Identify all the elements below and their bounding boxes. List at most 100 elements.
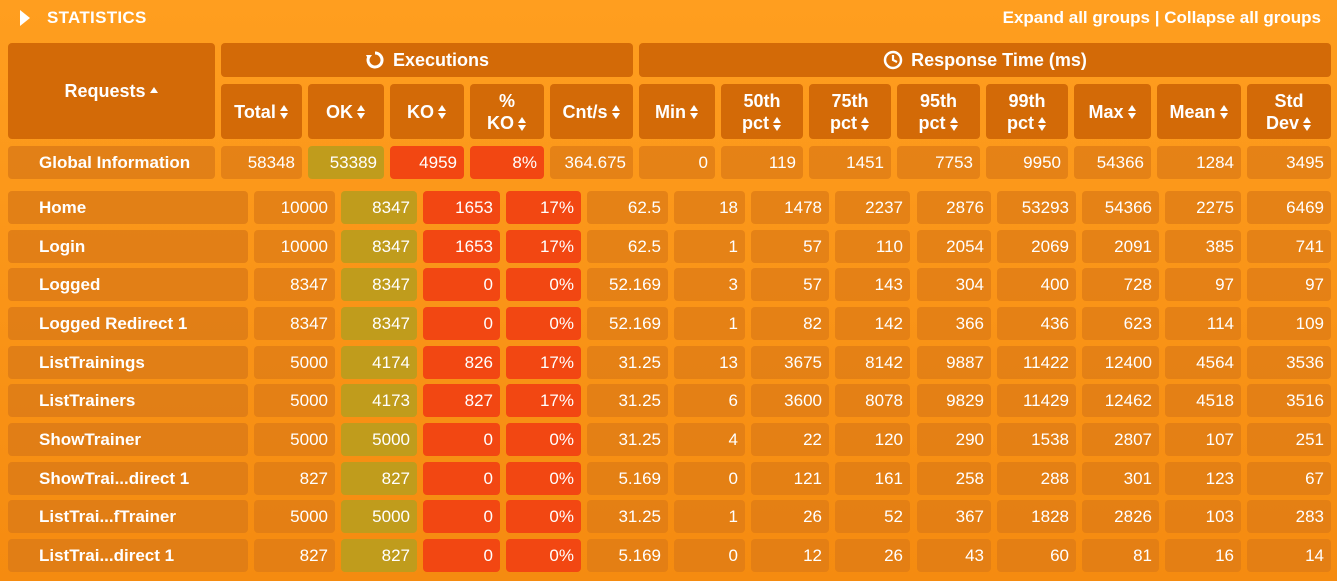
sort-icon <box>861 116 870 131</box>
max-value: 2091 <box>1082 230 1159 263</box>
min-header-label: Min <box>655 101 686 122</box>
mean-value: 107 <box>1165 423 1241 456</box>
p95-value: 43 <box>917 539 991 572</box>
p95-value: 7753 <box>897 146 980 179</box>
total-value: 827 <box>254 462 335 495</box>
std-dev-value: 67 <box>1247 462 1331 495</box>
std-dev-value: 251 <box>1247 423 1331 456</box>
total-value: 5000 <box>254 384 335 417</box>
std-dev-value: 97 <box>1247 268 1331 301</box>
min-value: 0 <box>639 146 715 179</box>
ko-percent-value: 8% <box>470 146 544 179</box>
p75-header-line1: 75th <box>831 90 869 111</box>
min-column-header[interactable]: Min <box>639 84 715 139</box>
p75-value: 2237 <box>835 191 910 224</box>
ok-value: 827 <box>341 462 417 495</box>
std-dev-column-header[interactable]: Std Dev <box>1247 84 1331 139</box>
sort-icon <box>1127 104 1137 119</box>
collapse-arrow-icon[interactable] <box>20 10 30 26</box>
p75-header-line2: pct <box>830 112 857 133</box>
p50-header-line2: pct <box>742 112 769 133</box>
collapse-all-groups-link[interactable]: Collapse all groups <box>1164 8 1321 27</box>
p99-column-header[interactable]: 99th pct <box>986 84 1068 139</box>
std-header-line1: Std <box>1274 90 1304 111</box>
min-value: 13 <box>674 346 745 379</box>
p99-value: 400 <box>997 268 1076 301</box>
p99-value: 288 <box>997 462 1076 495</box>
min-value: 1 <box>674 230 745 263</box>
ko-percent-value: 0% <box>506 423 581 456</box>
sort-icon <box>1219 104 1229 119</box>
ko-value: 0 <box>423 423 500 456</box>
sort-ascending-icon <box>149 87 159 95</box>
p50-value: 3600 <box>751 384 829 417</box>
request-name[interactable]: ListTrai...direct 1 <box>8 539 248 572</box>
p75-value: 52 <box>835 500 910 533</box>
ok-header-label: OK <box>326 101 353 122</box>
min-value: 0 <box>674 462 745 495</box>
p75-value: 110 <box>835 230 910 263</box>
ko-value: 0 <box>423 462 500 495</box>
std-header-line2: Dev <box>1265 112 1300 133</box>
total-value: 5000 <box>254 423 335 456</box>
ko-value: 826 <box>423 346 500 379</box>
sort-icon <box>1038 116 1047 131</box>
p99-value: 11422 <box>997 346 1076 379</box>
request-name[interactable]: Global Information <box>8 146 215 179</box>
requests-column-header[interactable]: Requests <box>8 43 215 139</box>
p95-value: 366 <box>917 307 991 340</box>
executions-group-header: Executions <box>221 43 633 77</box>
ko-column-header[interactable]: KO <box>390 84 464 139</box>
ok-value: 8347 <box>341 307 417 340</box>
p99-value: 11429 <box>997 384 1076 417</box>
ko-header-label: KO <box>407 101 434 122</box>
request-name[interactable]: Login <box>8 230 248 263</box>
sort-icon <box>1303 116 1312 131</box>
max-column-header[interactable]: Max <box>1074 84 1151 139</box>
sort-icon <box>518 116 527 131</box>
mean-value: 385 <box>1165 230 1241 263</box>
std-dev-value: 6469 <box>1247 191 1331 224</box>
ko-percent-header-line2: KO <box>487 112 514 133</box>
cnt-per-second-value: 364.675 <box>550 146 633 179</box>
request-name[interactable]: Logged Redirect 1 <box>8 307 248 340</box>
requests-header-label: Requests <box>64 81 146 101</box>
request-name[interactable]: ListTrainers <box>8 384 248 417</box>
std-dev-value: 283 <box>1247 500 1331 533</box>
ok-column-header[interactable]: OK <box>308 84 384 139</box>
p99-value: 53293 <box>997 191 1076 224</box>
p50-column-header[interactable]: 50th pct <box>721 84 803 139</box>
mean-column-header[interactable]: Mean <box>1157 84 1241 139</box>
ko-value: 4959 <box>390 146 464 179</box>
cnt-per-second-value: 52.169 <box>587 307 668 340</box>
ko-percent-value: 0% <box>506 462 581 495</box>
p95-header-line1: 95th <box>919 90 957 111</box>
request-name[interactable]: ListTrainings <box>8 346 248 379</box>
request-name[interactable]: ShowTrainer <box>8 423 248 456</box>
total-value: 58348 <box>221 146 302 179</box>
cnt-per-second-column-header[interactable]: Cnt/s <box>550 84 633 139</box>
p50-value: 12 <box>751 539 829 572</box>
max-value: 12462 <box>1082 384 1159 417</box>
std-dev-value: 3495 <box>1247 146 1331 179</box>
mean-value: 2275 <box>1165 191 1241 224</box>
min-value: 3 <box>674 268 745 301</box>
total-column-header[interactable]: Total <box>221 84 302 139</box>
max-value: 12400 <box>1082 346 1159 379</box>
max-value: 728 <box>1082 268 1159 301</box>
request-name[interactable]: Logged <box>8 268 248 301</box>
total-header-label: Total <box>234 101 276 122</box>
p95-value: 9829 <box>917 384 991 417</box>
ko-value: 0 <box>423 539 500 572</box>
p95-value: 258 <box>917 462 991 495</box>
request-name[interactable]: Home <box>8 191 248 224</box>
p75-column-header[interactable]: 75th pct <box>809 84 891 139</box>
request-name[interactable]: ShowTrai...direct 1 <box>8 462 248 495</box>
request-name[interactable]: ListTrai...fTrainer <box>8 500 248 533</box>
p95-value: 367 <box>917 500 991 533</box>
expand-all-groups-link[interactable]: Expand all groups <box>1002 8 1150 27</box>
ko-percent-column-header[interactable]: % KO <box>470 84 544 139</box>
p95-column-header[interactable]: 95th pct <box>897 84 980 139</box>
std-dev-value: 14 <box>1247 539 1331 572</box>
ko-value: 0 <box>423 307 500 340</box>
